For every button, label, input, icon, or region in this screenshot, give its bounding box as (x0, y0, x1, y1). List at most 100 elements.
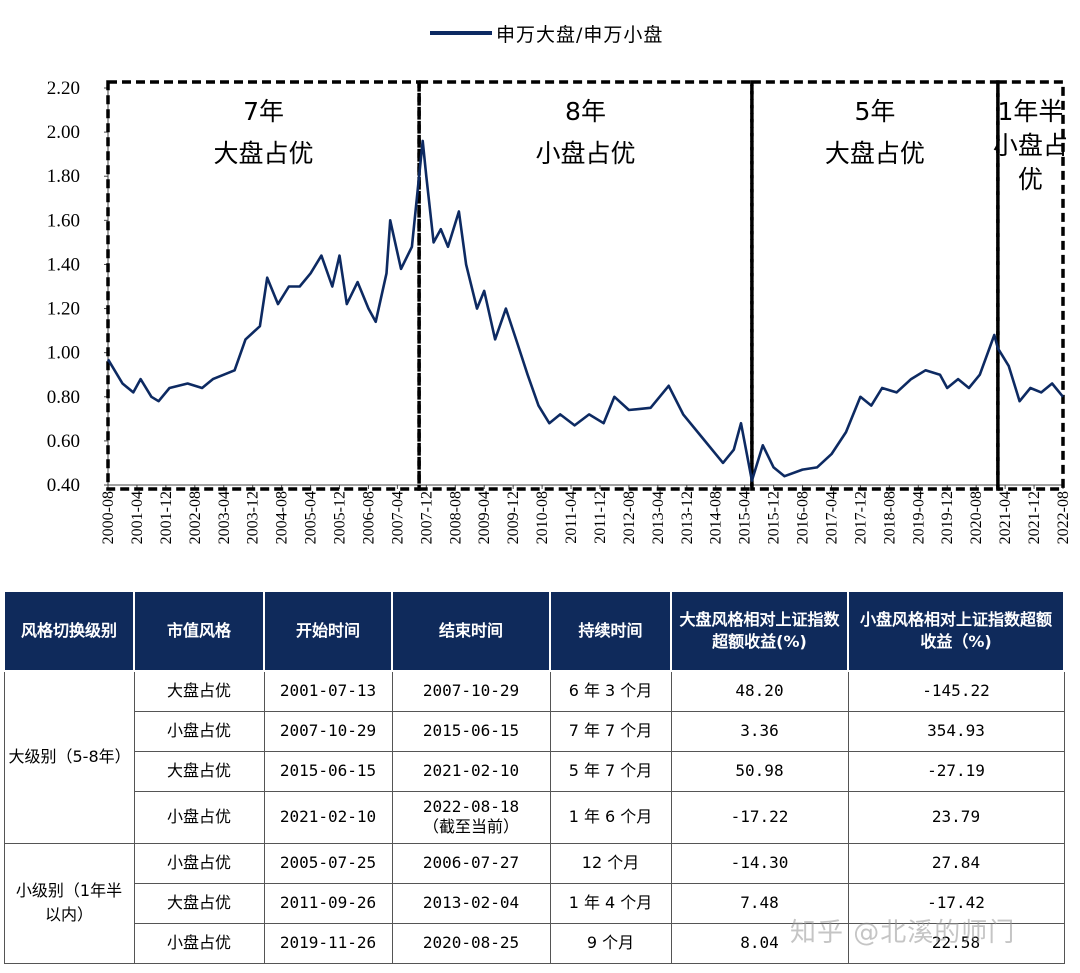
x-tick-label: 2012-08 (621, 491, 638, 544)
header-small-excess: 小盘风格相对上证指数超额收益（%) (847, 590, 1065, 672)
x-tick-label: 2018-08 (881, 491, 898, 544)
cell-large-excess: 48.20 (670, 670, 849, 712)
cell-large-excess: 50.98 (670, 750, 849, 792)
table-header-row: 风格切换级别 市值风格 开始时间 结束时间 持续时间 大盘风格相对上证指数超额收… (3, 590, 1065, 672)
y-tick-label: 2.00 (47, 122, 80, 143)
x-tick-label: 2011-04 (563, 491, 580, 544)
cell-small-excess: -145.22 (847, 670, 1065, 712)
x-tick-label: 2001-04 (129, 491, 146, 544)
regime-label: 7年 (243, 97, 284, 126)
cell-style: 小盘占优 (133, 842, 265, 884)
cell-style: 大盘占优 (133, 882, 265, 924)
regime-label: 1年半 (997, 97, 1063, 126)
cell-duration: 1 年 4 个月 (549, 882, 672, 924)
cell-start: 2019-11-26 (263, 922, 393, 964)
header-start: 开始时间 (263, 590, 393, 672)
y-tick-label: 1.00 (47, 343, 80, 364)
regime-label: 8年 (565, 97, 606, 126)
y-axis: 2.20 2.00 1.80 1.60 1.40 1.20 1.00 0.80 0.60 0.40 (47, 78, 109, 496)
header-duration: 持续时间 (549, 590, 672, 672)
table-row: 大盘占优 2015-06-15 2021-02-10 5 年 7 个月 50.9… (4, 750, 1065, 792)
x-tick-label: 2007-12 (418, 491, 435, 544)
header-level: 风格切换级别 (3, 590, 135, 672)
x-tick-label: 2002-08 (187, 491, 204, 544)
cell-duration: 6 年 3 个月 (549, 670, 672, 712)
y-tick-label: 1.60 (47, 210, 80, 231)
x-tick-label: 2022-08 (1055, 491, 1072, 544)
x-tick-label: 2005-04 (303, 491, 320, 544)
x-tick-label: 2005-12 (332, 491, 349, 544)
header-large-excess: 大盘风格相对上证指数超额收益(%) (670, 590, 849, 672)
cell-large-excess: -17.22 (670, 790, 849, 844)
x-tick-label: 2000-08 (100, 491, 117, 544)
legend-swatch (430, 31, 492, 35)
cell-end: 2020-08-25 (391, 922, 551, 964)
table-row: 大级别（5-8年） 大盘占优 2001-07-13 2007-10-29 6 年… (3, 670, 1065, 844)
x-tick-label: 2009-12 (505, 491, 522, 544)
cell-duration: 1 年 6 个月 (549, 790, 672, 844)
style-switch-table-wrap: 风格切换级别 市值风格 开始时间 结束时间 持续时间 大盘风格相对上证指数超额收… (3, 590, 1065, 964)
y-tick-label: 0.80 (47, 387, 80, 408)
x-tick-label: 2013-12 (679, 491, 696, 544)
regime-box (106, 80, 421, 491)
cell-style: 大盘占优 (133, 750, 265, 792)
cell-duration: 7 年 7 个月 (549, 710, 672, 752)
cell-style: 大盘占优 (133, 670, 265, 712)
series-line-large-small-ratio (106, 139, 1065, 482)
chart-legend: 申万大盘/申万小盘 (430, 18, 663, 48)
x-tick-label: 2007-04 (389, 491, 406, 544)
cell-small-excess: 23.79 (847, 790, 1065, 844)
regime-box (417, 80, 754, 491)
x-tick-label: 2021-12 (1026, 491, 1043, 544)
regime-label: 小盘占 (993, 131, 1068, 160)
x-tick-label: 2006-08 (360, 491, 377, 544)
x-tick-label: 2001-12 (158, 491, 175, 544)
x-tick-label: 2013-04 (650, 491, 667, 544)
header-style: 市值风格 (133, 590, 265, 672)
regime-label: 大盘占优 (825, 139, 925, 168)
cell-style: 小盘占优 (133, 790, 265, 844)
legend-label: 申万大盘/申万小盘 (496, 23, 664, 46)
cell-end-note: （截至当前） (422, 817, 519, 836)
cell-large-excess: 7.48 (670, 882, 849, 924)
cell-start: 2007-10-29 (263, 710, 393, 752)
x-tick-label: 2020-08 (968, 491, 985, 544)
y-tick-label: 0.60 (47, 431, 80, 452)
y-tick-label: 2.20 (47, 78, 80, 99)
x-tick-label: 2015-04 (737, 491, 754, 544)
header-end: 结束时间 (391, 590, 551, 672)
cell-small-excess: 22.58 (847, 922, 1065, 964)
x-tick-label: 2008-08 (447, 491, 464, 544)
x-tick-label: 2019-04 (910, 491, 927, 544)
group-label-major: 大级别（5-8年） (3, 670, 135, 844)
cell-duration: 9 个月 (549, 922, 672, 964)
y-tick-label: 1.20 (47, 299, 80, 320)
cell-start: 2021-02-10 (263, 790, 393, 844)
cell-large-excess: -14.30 (670, 842, 849, 884)
cell-end-current: 2022-08-18 （截至当前） (391, 790, 551, 844)
x-tick-label: 2019-12 (939, 491, 956, 544)
cell-end: 2006-07-27 (391, 842, 551, 884)
x-tick-label: 2017-12 (852, 491, 869, 544)
cell-small-excess: 354.93 (847, 710, 1065, 752)
ratio-line-chart: 2.20 2.00 1.80 1.60 1.40 1.20 1.00 0.80 0.60 0.40… (47, 78, 1072, 544)
x-tick-label: 2009-04 (476, 491, 493, 544)
cell-style: 小盘占优 (133, 710, 265, 752)
cell-end: 2013-02-04 (391, 882, 551, 924)
cell-large-excess: 8.04 (670, 922, 849, 964)
series-layer (106, 139, 1065, 482)
table-row: 小盘占优 2021-02-10 2022-08-18 （截至当前） 1 年 6 … (4, 790, 1065, 844)
regime-boxes (106, 80, 1065, 491)
x-tick-label: 2017-04 (823, 491, 840, 544)
x-tick-label: 2015-12 (766, 491, 783, 544)
cell-end: 2021-02-10 (391, 750, 551, 792)
cell-end: 2007-10-29 (391, 670, 551, 712)
regime-box (750, 80, 1000, 491)
cell-start: 2011-09-26 (263, 882, 393, 924)
table-row: 小级别（1年半以内） 小盘占优 2005-07-25 2006-07-27 12… (3, 842, 1065, 964)
x-tick-label: 2021-04 (997, 491, 1014, 544)
cell-end-date: 2022-08-18 (422, 797, 520, 816)
regime-label: 大盘占优 (214, 139, 314, 168)
y-tick-label: 0.40 (47, 475, 80, 496)
cell-end: 2015-06-15 (391, 710, 551, 752)
